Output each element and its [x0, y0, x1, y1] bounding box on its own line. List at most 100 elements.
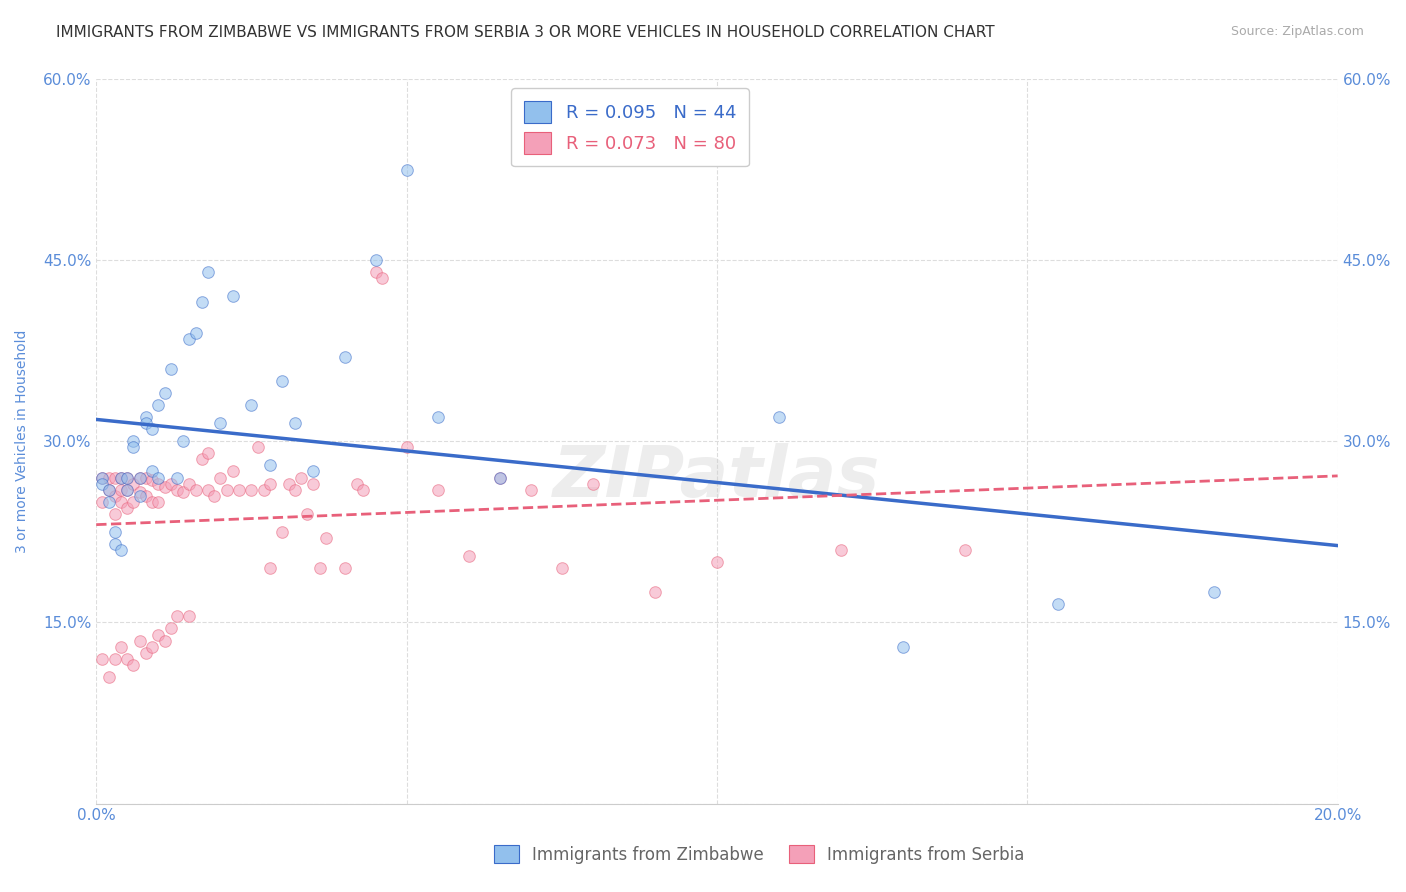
Point [104, 489, 127, 503]
Point [1047, 598, 1070, 612]
Point [488, 470, 510, 484]
Point [364, 253, 387, 268]
Point [172, 485, 194, 500]
Point [97, 494, 120, 508]
Point [302, 476, 325, 491]
Point [153, 386, 176, 401]
Point [179, 609, 201, 624]
Point [122, 434, 145, 449]
Point [159, 622, 181, 636]
Point [122, 494, 145, 508]
Point [215, 483, 238, 497]
Point [141, 473, 163, 487]
Point [128, 485, 150, 500]
Point [128, 489, 150, 503]
Point [253, 483, 276, 497]
Point [426, 483, 449, 497]
Point [104, 524, 127, 539]
Point [284, 483, 307, 497]
Point [128, 470, 150, 484]
Point [117, 470, 139, 484]
Point [277, 476, 299, 491]
Point [97, 670, 120, 684]
Point [135, 646, 157, 660]
Point [259, 561, 281, 575]
Point [209, 416, 232, 430]
Point [148, 398, 170, 412]
Point [333, 350, 356, 364]
Point [184, 326, 207, 340]
Point [228, 483, 250, 497]
Point [122, 476, 145, 491]
Text: Source: ZipAtlas.com: Source: ZipAtlas.com [1230, 25, 1364, 38]
Point [191, 295, 214, 310]
Point [128, 633, 150, 648]
Point [197, 265, 219, 279]
Point [166, 470, 188, 484]
Point [110, 494, 132, 508]
Point [97, 483, 120, 497]
Point [110, 640, 132, 654]
Point [117, 500, 139, 515]
Point [395, 441, 418, 455]
Point [395, 162, 418, 177]
Point [240, 398, 263, 412]
Point [122, 657, 145, 672]
Point [240, 483, 263, 497]
Text: ZIPatlas: ZIPatlas [553, 443, 880, 512]
Point [172, 434, 194, 449]
Point [135, 410, 157, 425]
Point [153, 480, 176, 494]
Point [141, 640, 163, 654]
Point [148, 627, 170, 641]
Point [135, 416, 157, 430]
Point [302, 465, 325, 479]
Point [891, 640, 914, 654]
Point [308, 561, 330, 575]
Point [222, 289, 245, 303]
Point [955, 543, 977, 558]
Point [706, 555, 728, 569]
Point [551, 561, 574, 575]
Point [202, 489, 225, 503]
Point [110, 483, 132, 497]
Point [97, 483, 120, 497]
Point [128, 470, 150, 484]
Y-axis label: 3 or more Vehicles in Household: 3 or more Vehicles in Household [15, 330, 30, 553]
Point [284, 416, 307, 430]
Point [271, 524, 294, 539]
Point [135, 470, 157, 484]
Point [110, 470, 132, 484]
Point [153, 633, 176, 648]
Point [259, 476, 281, 491]
Point [768, 410, 790, 425]
Point [148, 494, 170, 508]
Point [104, 507, 127, 521]
Point [297, 507, 319, 521]
Point [91, 476, 114, 491]
Point [830, 543, 852, 558]
Point [488, 470, 510, 484]
Point [135, 489, 157, 503]
Point [222, 465, 245, 479]
Point [110, 543, 132, 558]
Point [644, 585, 666, 599]
Point [141, 494, 163, 508]
Point [197, 446, 219, 460]
Point [246, 441, 269, 455]
Point [91, 651, 114, 665]
Legend: R = 0.095   N = 44, R = 0.073   N = 80: R = 0.095 N = 44, R = 0.073 N = 80 [512, 88, 749, 167]
Point [364, 265, 387, 279]
Point [91, 470, 114, 484]
Point [148, 470, 170, 484]
Point [352, 483, 374, 497]
Point [104, 537, 127, 551]
Point [426, 410, 449, 425]
Point [104, 470, 127, 484]
Point [179, 332, 201, 346]
Point [159, 361, 181, 376]
Point [117, 651, 139, 665]
Point [117, 470, 139, 484]
Legend: Immigrants from Zimbabwe, Immigrants from Serbia: Immigrants from Zimbabwe, Immigrants fro… [486, 838, 1032, 871]
Point [97, 470, 120, 484]
